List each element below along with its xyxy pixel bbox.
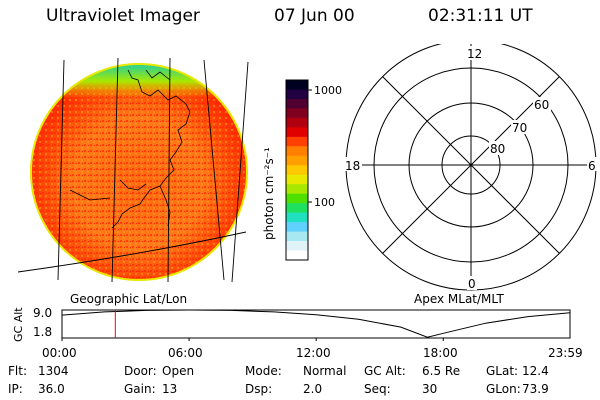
chart-ylabel: GC Alt <box>12 307 25 342</box>
colorbar-tick-100: 100 <box>314 196 335 209</box>
colorbar-stripe <box>286 146 308 157</box>
chart-xtick-1200: 12:00 <box>296 346 331 360</box>
colorbar-unit-label: photon cm⁻²s⁻¹ <box>262 147 276 240</box>
colorbar-stripe <box>286 241 308 252</box>
colorbar-stripe <box>286 108 308 119</box>
chart-xtick-1800: 18:00 <box>423 346 458 360</box>
header-time: 02:31:11 UT <box>428 6 533 26</box>
footer-label: Flt: <box>8 364 27 378</box>
colorbar-stripe <box>286 127 308 138</box>
chart-ytick-1.8: 1.8 <box>33 325 52 339</box>
colorbar-stripe <box>286 250 308 261</box>
footer-value: 36.0 <box>38 382 65 396</box>
footer-label: Dsp: <box>245 382 273 396</box>
footer-label: GC Alt: <box>364 364 406 378</box>
colorbar-stripe <box>286 80 308 90</box>
mlt-label-6: 6 <box>588 159 596 173</box>
header-date: 07 Jun 00 <box>274 6 355 26</box>
chart-ytick-9: 9.0 <box>33 306 52 320</box>
lat-label-70: 70 <box>512 121 527 135</box>
footer-value: 1304 <box>38 364 69 378</box>
lat-label-60: 60 <box>534 98 549 112</box>
colorbar-stripe <box>286 184 308 195</box>
colorbar-stripe <box>286 222 308 233</box>
footer-value: 2.0 <box>303 382 323 396</box>
footer-value: 30 <box>422 382 438 396</box>
footer-value: Open <box>162 364 195 378</box>
geographic-label: Geographic Lat/Lon <box>70 292 188 306</box>
coastline-map <box>69 69 191 229</box>
footer-label: IP: <box>8 382 23 396</box>
footer-label: Seq: <box>364 382 391 396</box>
footer-value: 12.4 <box>522 364 549 378</box>
colorbar-stripe <box>286 174 308 185</box>
footer-label: GLat: <box>486 364 519 378</box>
colorbar-stripe <box>286 98 308 109</box>
footer-value: Normal <box>303 364 347 378</box>
colorbar-stripe <box>286 231 308 242</box>
footer-label: Door: <box>124 364 157 378</box>
footer-value: 73.9 <box>522 382 549 396</box>
colorbar-tick-1000: 1000 <box>314 84 342 97</box>
chart-xtick-0000: 00:00 <box>42 346 77 360</box>
chart-xtick-2359: 23:59 <box>548 346 583 360</box>
chart-xtick-0600: 06:00 <box>168 346 203 360</box>
footer-value: 6.5 Re <box>422 364 461 378</box>
colorbar: 1000 100 <box>285 79 342 261</box>
footer-value: 13 <box>162 382 178 396</box>
footer-label: GLon: <box>486 382 521 396</box>
colorbar-stripe <box>286 212 308 223</box>
colorbar-stripe <box>286 89 308 100</box>
mlt-label-18: 18 <box>345 159 360 173</box>
colorbar-stripe <box>286 165 308 176</box>
app-title: Ultraviolet Imager <box>46 6 200 26</box>
colorbar-gradient <box>286 80 308 261</box>
polar-plot: 12 18 6 0 60 70 80 <box>344 44 597 291</box>
colorbar-stripe <box>286 203 308 214</box>
latlon-grid <box>17 57 249 283</box>
altitude-series-line <box>61 309 571 338</box>
earth-disk <box>30 63 248 281</box>
footer-label: Gain: <box>124 382 156 396</box>
apex-label: Apex MLat/MLT <box>414 292 504 306</box>
colorbar-stripe <box>286 193 308 204</box>
footer-label: Mode: <box>245 364 282 378</box>
colorbar-stripe <box>286 117 308 128</box>
mlt-label-0: 0 <box>468 277 476 291</box>
colorbar-stripe <box>286 155 308 166</box>
lat-label-80: 80 <box>490 142 505 156</box>
colorbar-stripe <box>286 136 308 147</box>
altitude-chart: GC Alt 9.0 1.8 <box>12 306 571 342</box>
mlt-label-12: 12 <box>467 47 482 61</box>
